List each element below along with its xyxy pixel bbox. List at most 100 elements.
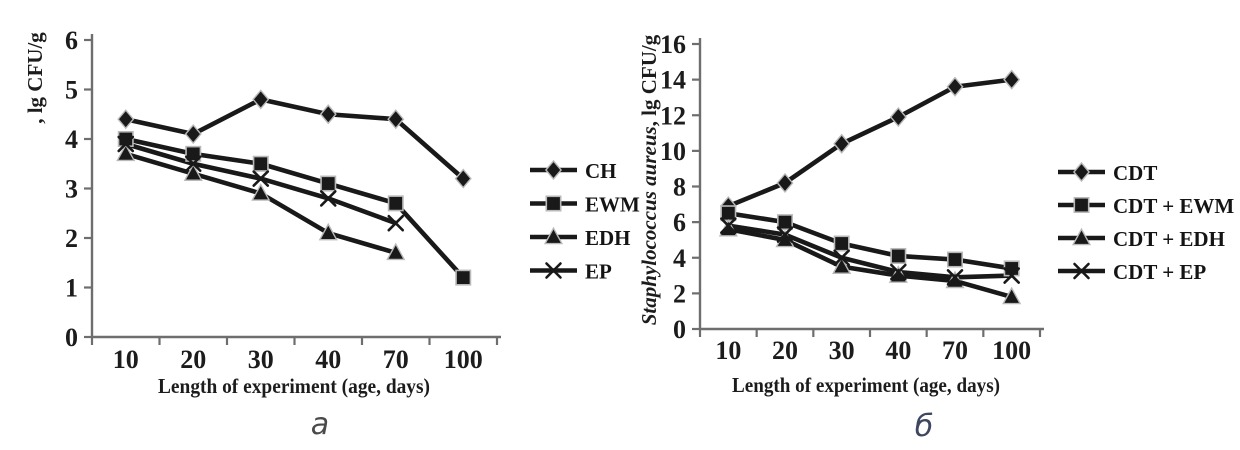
x-axis-label: Length of experiment (age, days) [158, 374, 430, 398]
y-tick-label: 6 [673, 208, 686, 237]
x-marker [946, 269, 964, 286]
x-tick-label: 30 [829, 336, 855, 365]
series-line-cdt [727, 77, 1012, 209]
x-marker [776, 226, 794, 243]
y-tick-label: 6 [65, 26, 78, 55]
diamond-marker [776, 172, 794, 194]
x-tick-label: 10 [113, 345, 139, 374]
diamond-marker [833, 133, 851, 154]
triangle-marker [116, 143, 136, 162]
square-marker [252, 155, 269, 172]
series-line-ewm [125, 136, 465, 280]
triangle-marker [543, 226, 564, 245]
diamond-marker [544, 159, 563, 181]
x-marker [545, 262, 562, 279]
diamond-marker [946, 76, 964, 97]
triangle-marker [251, 183, 271, 201]
x-marker [890, 263, 907, 281]
diamond-marker [387, 109, 405, 130]
series-line-ch [125, 97, 465, 181]
legend-chart-a: CH EWM EDH EP [530, 159, 640, 284]
y-tick-label: 8 [673, 173, 686, 202]
x-marker [720, 217, 737, 234]
x-tick-label: 70 [942, 336, 968, 365]
triangle-marker [318, 222, 338, 241]
series-markers-cdt-ep [720, 217, 1020, 286]
diamond-marker [1072, 161, 1091, 183]
legend-label: CH [585, 159, 617, 183]
legend-item-cdt-ewm: CDT + EWM [1058, 194, 1234, 218]
legend-item-ewm: EWM [530, 193, 640, 217]
y-tick-label: 10 [660, 137, 686, 166]
y-tick-label: 1 [65, 274, 78, 303]
x-marker [833, 249, 850, 267]
series-markers-edh [116, 143, 406, 261]
y-tick-label: 4 [65, 125, 78, 154]
x-tick-label: 10 [715, 336, 741, 365]
square-marker [720, 205, 737, 222]
series-markers-ch [117, 89, 472, 189]
legend-item-cdt-ep: CDT + EP [1058, 260, 1206, 284]
x-tick-label: 100 [992, 336, 1031, 365]
square-marker [890, 247, 907, 264]
diamond-marker [454, 168, 472, 189]
triangle-marker [386, 242, 406, 261]
series-markers-cdt [719, 69, 1021, 217]
legend-label: EWM [585, 193, 640, 217]
legend-label: EP [585, 260, 612, 284]
caption-chart-b: б [914, 409, 934, 444]
legend-label: CDT + EDH [1113, 227, 1225, 251]
x-marker [1003, 267, 1020, 284]
x-marker [184, 155, 202, 173]
axes [90, 34, 501, 339]
y-axis-label: Staphylococcus aureus, lg CFU/g [637, 34, 661, 325]
legend-label: CDT + EWM [1113, 194, 1234, 218]
x-axis-label: Length of experiment (age, days) [732, 373, 1000, 397]
x-tick-label: 20 [180, 345, 206, 374]
legend-item-ch: CH [530, 159, 617, 183]
y-tick-label: 5 [65, 76, 78, 105]
chart-a: 0 1 2 3 4 5 6 10 20 30 40 70 100 Length of experiment… [23, 26, 640, 398]
y-tick-label: 4 [673, 244, 686, 273]
legend-item-edh: EDH [530, 226, 631, 250]
triangle-marker [183, 163, 203, 181]
x-tick-label: 100 [444, 345, 483, 374]
series-line-cdt-ewm [727, 210, 1013, 271]
legend-label: EDH [585, 226, 631, 250]
legend-chart-b: CDT CDT + EWM CDT + EDH CDT + EP [1058, 161, 1234, 284]
x-tick-label: 40 [315, 345, 341, 374]
legend-item-cdt-edh: CDT + EDH [1058, 227, 1225, 251]
diamond-marker [252, 89, 270, 110]
chart-b: 0 2 4 6 8 10 12 14 16 10 20 30 40 70 100 Length of expe… [637, 30, 1234, 397]
y-tick-label: 2 [65, 224, 78, 253]
y-tick-label: 12 [660, 101, 686, 130]
y-tick-label: 14 [660, 66, 686, 95]
x-tick-label: 20 [772, 336, 798, 365]
x-marker [1073, 262, 1090, 280]
series-line-cdt-edh [727, 226, 1013, 300]
diamond-marker [1003, 69, 1021, 90]
y-tick-label: 16 [660, 30, 686, 59]
square-marker [320, 175, 337, 192]
y-axis-label-units: , lg CFU/g [637, 34, 661, 126]
diamond-marker [319, 104, 337, 125]
series-markers-ewm [117, 131, 472, 286]
triangle-marker [832, 256, 852, 274]
caption-chart-a: а [310, 407, 330, 442]
x-tick-label: 40 [885, 336, 911, 365]
triangle-marker [1071, 227, 1092, 246]
legend-item-ep: EP [530, 260, 612, 284]
square-marker [776, 214, 793, 231]
x-marker [252, 170, 270, 187]
triangle-marker [1002, 286, 1022, 305]
x-tick-label: 30 [248, 345, 274, 374]
series-markers-ep [117, 135, 405, 232]
square-marker [455, 269, 472, 286]
diamond-marker [117, 109, 135, 130]
x-marker [387, 214, 405, 232]
square-marker [833, 235, 850, 252]
legend-label: CDT + EP [1113, 260, 1206, 284]
square-marker [545, 195, 562, 212]
